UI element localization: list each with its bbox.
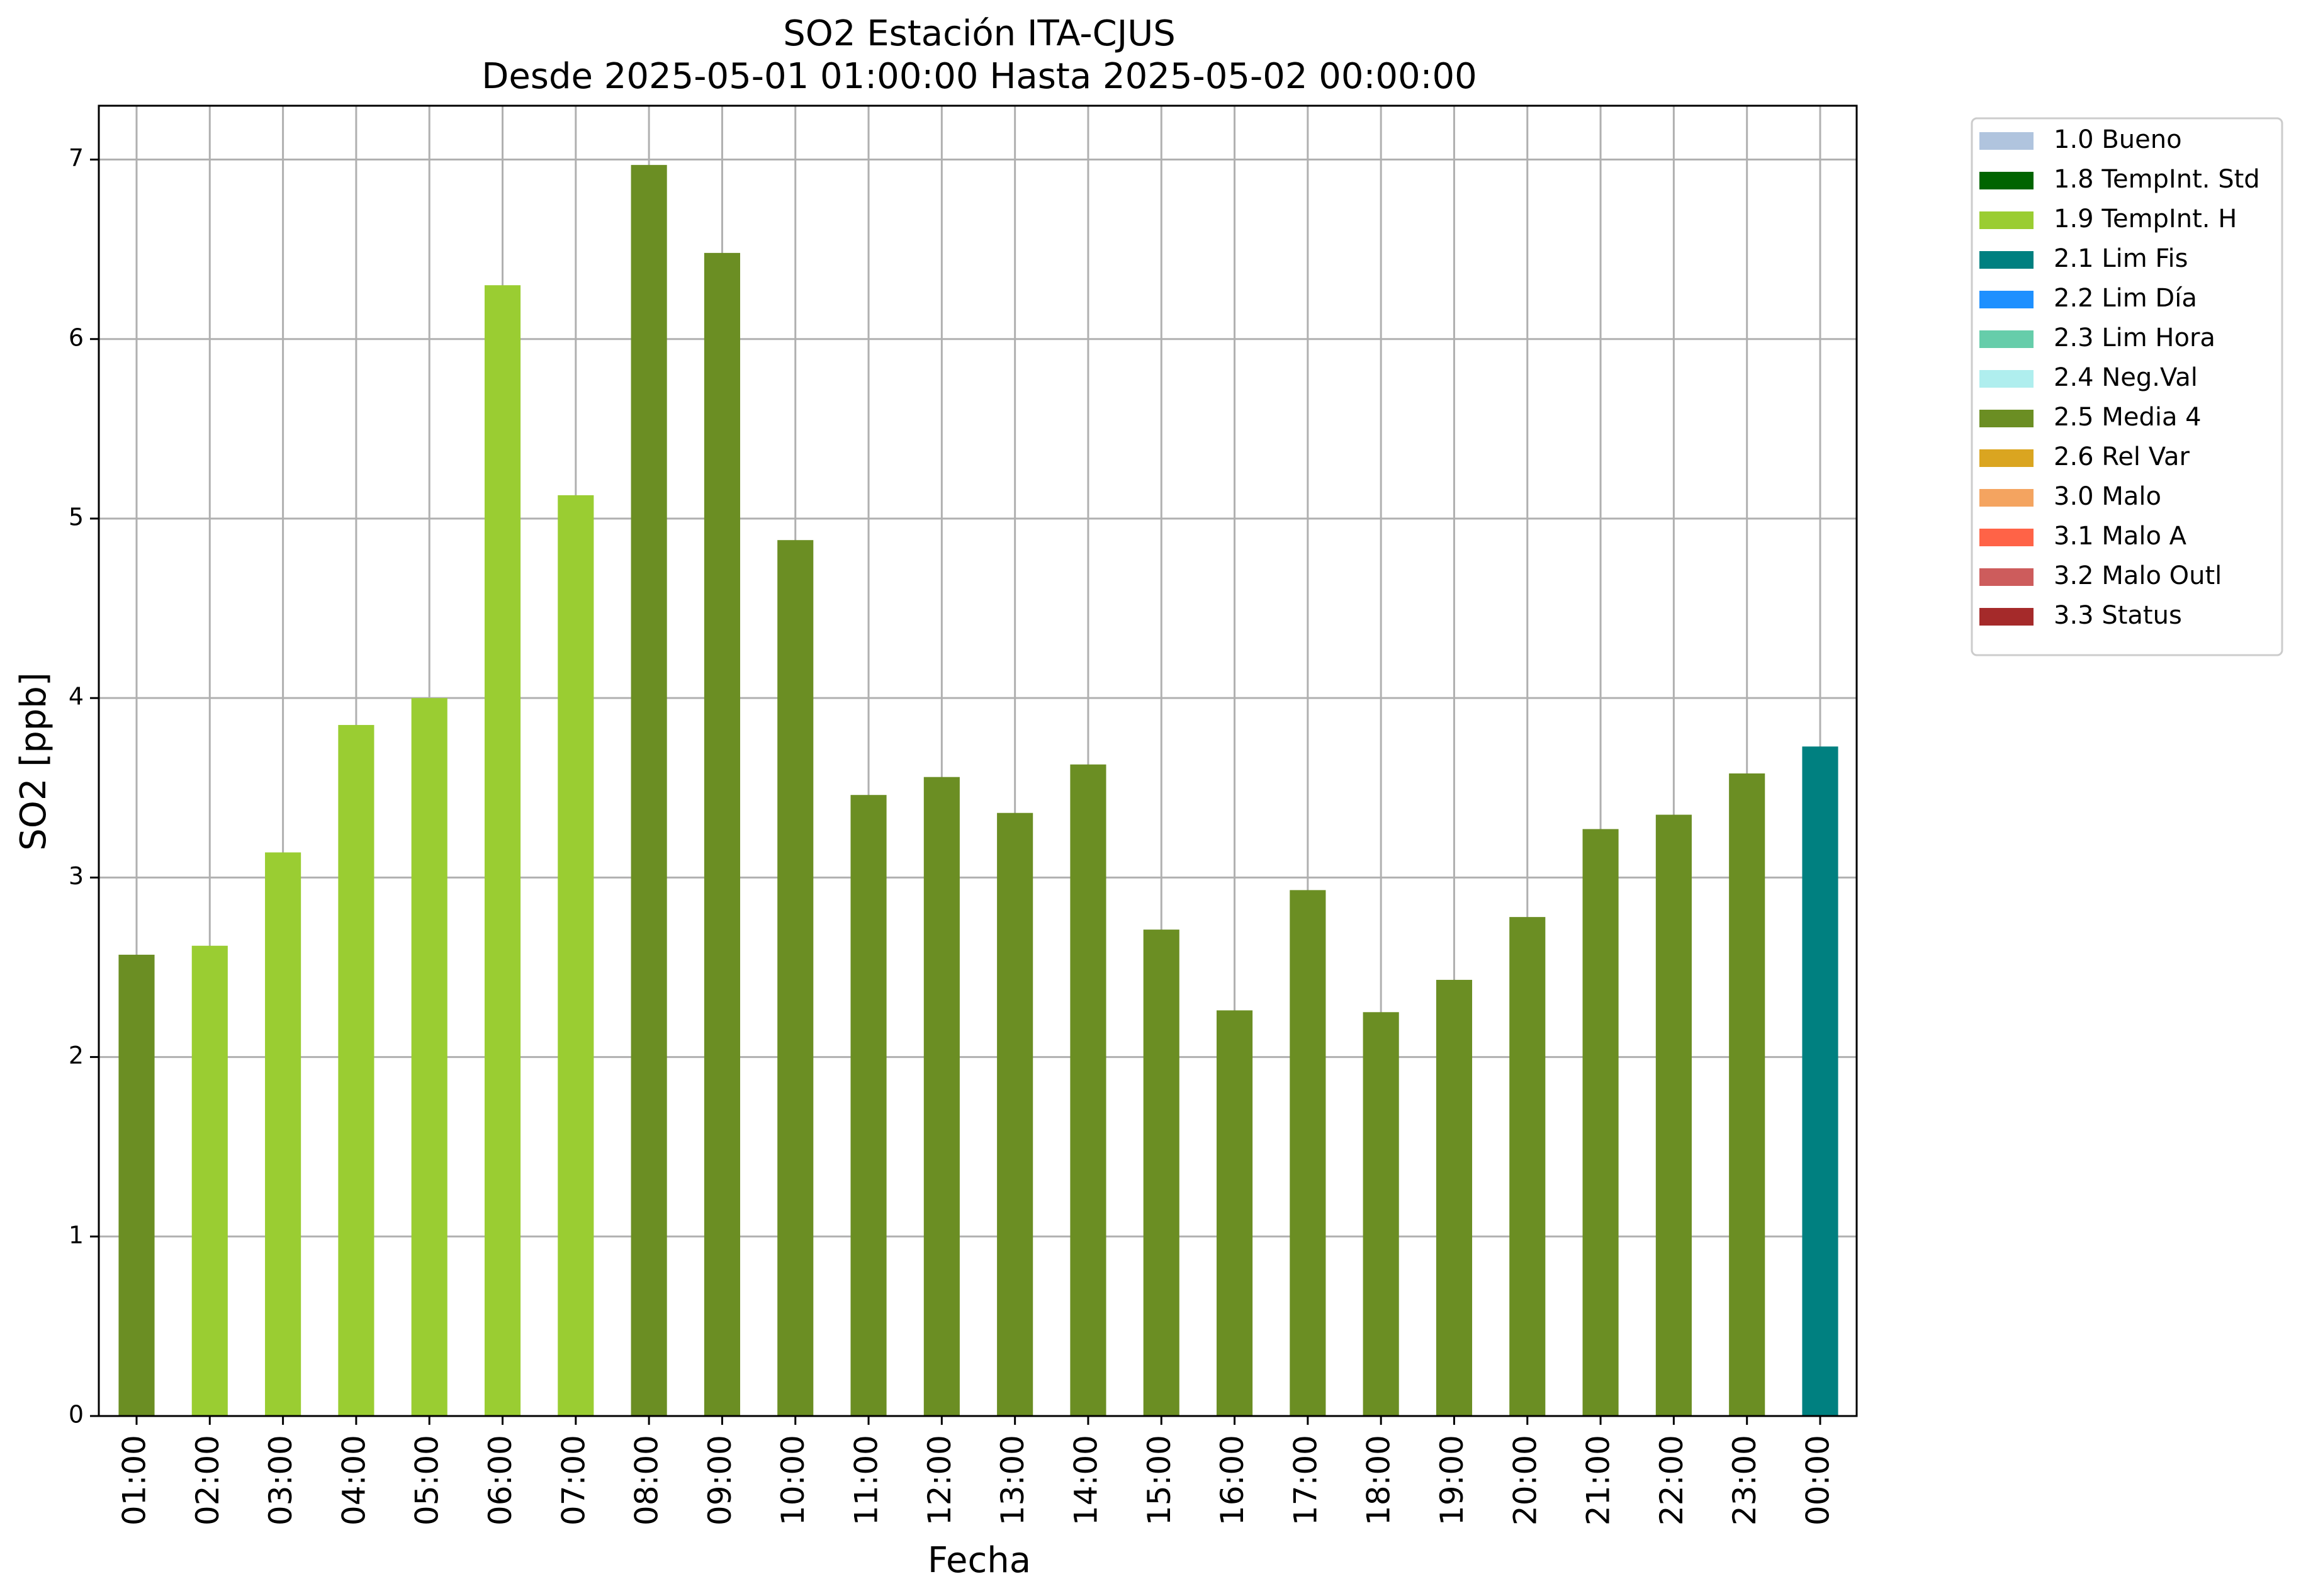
legend-entry-label: 1.0 Bueno — [2054, 125, 2182, 154]
x-tick-label: 14:00 — [1067, 1435, 1104, 1526]
bar-0700 — [558, 495, 594, 1416]
x-axis-ticks: 01:00 02:00 03:00 04:00 05:00 06:00 07:00 08:00… — [116, 1416, 1837, 1526]
legend-swatch — [1979, 410, 2034, 427]
bar-1700 — [1290, 890, 1326, 1416]
bar-1800 — [1363, 1012, 1399, 1416]
x-tick-label: 08:00 — [629, 1435, 665, 1526]
bar-0100 — [118, 955, 155, 1416]
y-axis-label: SO2 [ppb] — [13, 672, 54, 850]
bar-0500 — [411, 698, 447, 1416]
x-tick-label: 16:00 — [1214, 1435, 1251, 1526]
legend-box — [1971, 117, 2283, 656]
legend-entry-label: 2.4 Neg.Val — [2054, 363, 2198, 392]
x-tick-label: 07:00 — [555, 1435, 592, 1526]
plot-area-frame — [98, 104, 1858, 1417]
x-tick-label: 17:00 — [1287, 1435, 1324, 1526]
bar-0900 — [704, 252, 740, 1416]
bar-0000 — [1802, 746, 1838, 1416]
y-tick-label: 2 — [69, 1042, 84, 1069]
chart-subtitle: Desde 2025-05-01 01:00:00 Hasta 2025-05-… — [481, 56, 1477, 97]
x-tick-label: 20:00 — [1507, 1435, 1543, 1526]
x-tick-label: 09:00 — [702, 1435, 738, 1526]
bar-2300 — [1729, 773, 1765, 1416]
y-tick-label: 7 — [69, 144, 84, 172]
legend-entry-label: 2.2 Lim Día — [2054, 284, 2197, 313]
legend-swatch — [1979, 330, 2034, 348]
x-tick-label: 00:00 — [1800, 1435, 1837, 1526]
x-axis-label: Fecha — [928, 1540, 1031, 1581]
legend-entry-label: 3.1 Malo A — [2054, 522, 2187, 551]
bar-1300 — [997, 812, 1033, 1416]
bars — [118, 165, 1838, 1417]
x-tick-label: 05:00 — [409, 1435, 446, 1526]
x-tick-label: 22:00 — [1653, 1435, 1690, 1526]
bar-0200 — [191, 945, 228, 1416]
x-tick-label: 13:00 — [994, 1435, 1031, 1526]
x-tick-label: 23:00 — [1726, 1435, 1763, 1526]
chart-title: SO2 Estación ITA-CJUS — [783, 13, 1176, 54]
legend-entry-label: 1.9 TempInt. H — [2054, 205, 2237, 233]
y-tick-label: 1 — [69, 1221, 84, 1249]
legend-entry-label: 3.3 Status — [2054, 601, 2182, 630]
legend-entry-label: 2.3 Lim Hora — [2054, 323, 2215, 352]
y-tick-label: 0 — [69, 1401, 84, 1429]
bar-0800 — [631, 165, 667, 1416]
legend-swatch — [1979, 529, 2034, 546]
legend-entry-label: 2.6 Rel Var — [2054, 442, 2190, 471]
legend-entry-label: 2.5 Media 4 — [2054, 403, 2202, 432]
bar-1100 — [850, 795, 887, 1416]
legend-entry-label: 1.8 TempInt. Std — [2054, 165, 2260, 194]
legend-swatch — [1979, 370, 2034, 388]
legend-swatch — [1979, 172, 2034, 189]
legend-swatch — [1979, 132, 2034, 150]
legend-swatch — [1979, 211, 2034, 229]
y-tick-label: 3 — [69, 862, 84, 890]
x-tick-label: 02:00 — [189, 1435, 226, 1526]
x-tick-label: 03:00 — [262, 1435, 299, 1526]
x-tick-label: 04:00 — [335, 1435, 372, 1526]
x-tick-label: 01:00 — [116, 1435, 153, 1526]
y-tick-label: 5 — [69, 503, 84, 531]
x-tick-label: 18:00 — [1361, 1435, 1397, 1526]
bar-1400 — [1070, 764, 1106, 1416]
x-tick-label: 21:00 — [1580, 1435, 1617, 1526]
x-tick-label: 10:00 — [775, 1435, 811, 1526]
legend: 1.0 Bueno 1.8 TempInt. Std 1.9 TempInt. H 2… — [1971, 117, 2283, 656]
legend-swatch — [1979, 489, 2034, 507]
legend-entry-label: 2.1 Lim Fis — [2054, 244, 2188, 273]
bar-1500 — [1143, 930, 1179, 1416]
bar-1900 — [1436, 979, 1473, 1416]
legend-swatch — [1979, 568, 2034, 586]
bar-2200 — [1655, 814, 1692, 1416]
bar-1600 — [1217, 1010, 1253, 1416]
x-tick-label: 19:00 — [1434, 1435, 1470, 1526]
x-tick-label: 15:00 — [1141, 1435, 1178, 1526]
y-tick-label: 6 — [69, 323, 84, 351]
bar-0300 — [265, 852, 301, 1416]
y-tick-label: 4 — [69, 683, 84, 711]
x-tick-label: 11:00 — [848, 1435, 885, 1526]
legend-swatch — [1979, 449, 2034, 467]
bar-2000 — [1509, 917, 1546, 1416]
bar-1000 — [777, 540, 814, 1416]
x-tick-label: 06:00 — [482, 1435, 519, 1526]
legend-swatch — [1979, 608, 2034, 626]
bar-0600 — [484, 285, 521, 1417]
legend-entry-label: 3.2 Malo Outl — [2054, 561, 2222, 590]
bar-2100 — [1582, 829, 1619, 1416]
bar-1200 — [923, 777, 960, 1416]
y-axis-ticks: 0 1 2 3 4 5 6 7 — [69, 144, 99, 1429]
legend-entry-label: 3.0 Malo — [2054, 482, 2161, 511]
bar-0400 — [338, 724, 374, 1416]
legend-swatch — [1979, 291, 2034, 308]
legend-swatch — [1979, 251, 2034, 269]
x-tick-label: 12:00 — [921, 1435, 958, 1526]
